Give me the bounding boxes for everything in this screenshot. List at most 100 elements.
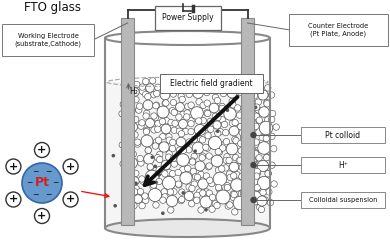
- Circle shape: [200, 196, 212, 208]
- Circle shape: [176, 147, 183, 153]
- Circle shape: [232, 120, 238, 126]
- Circle shape: [207, 118, 214, 124]
- Circle shape: [128, 98, 135, 105]
- Circle shape: [145, 119, 154, 127]
- Text: Pt colloid: Pt colloid: [325, 130, 361, 139]
- Circle shape: [236, 84, 243, 91]
- Text: Counter Electrode
(Pt Plate, Anode): Counter Electrode (Pt Plate, Anode): [308, 23, 368, 37]
- Circle shape: [171, 161, 177, 167]
- Circle shape: [133, 170, 139, 177]
- Circle shape: [176, 137, 186, 147]
- Circle shape: [259, 107, 269, 117]
- Circle shape: [258, 121, 264, 128]
- Circle shape: [34, 209, 50, 224]
- Circle shape: [179, 196, 185, 203]
- FancyBboxPatch shape: [301, 127, 385, 143]
- Circle shape: [198, 179, 208, 189]
- Circle shape: [216, 149, 223, 155]
- Bar: [241, 18, 254, 225]
- Circle shape: [123, 120, 129, 126]
- Circle shape: [176, 128, 183, 134]
- Circle shape: [254, 141, 261, 148]
- Circle shape: [234, 105, 241, 111]
- Circle shape: [186, 139, 192, 145]
- Text: Pt: Pt: [34, 176, 50, 189]
- Circle shape: [217, 128, 223, 135]
- Circle shape: [200, 190, 206, 196]
- Circle shape: [188, 128, 194, 135]
- Circle shape: [252, 150, 259, 156]
- Circle shape: [230, 194, 237, 201]
- Circle shape: [209, 103, 219, 113]
- Circle shape: [195, 118, 202, 124]
- Circle shape: [34, 142, 50, 157]
- Circle shape: [126, 93, 132, 100]
- Circle shape: [145, 170, 159, 184]
- Circle shape: [209, 82, 221, 94]
- Circle shape: [161, 160, 171, 170]
- Circle shape: [207, 177, 213, 184]
- Circle shape: [168, 119, 174, 126]
- Circle shape: [146, 84, 154, 92]
- Circle shape: [251, 93, 258, 99]
- Circle shape: [240, 135, 247, 141]
- Circle shape: [200, 102, 206, 108]
- Circle shape: [131, 177, 139, 185]
- Circle shape: [162, 100, 168, 107]
- Circle shape: [214, 97, 221, 104]
- Circle shape: [212, 201, 218, 207]
- Circle shape: [205, 132, 211, 139]
- Circle shape: [168, 207, 174, 213]
- Circle shape: [176, 103, 184, 111]
- FancyBboxPatch shape: [154, 6, 220, 30]
- Circle shape: [156, 178, 162, 185]
- Circle shape: [211, 155, 223, 167]
- Circle shape: [142, 193, 148, 199]
- Circle shape: [238, 123, 244, 130]
- Circle shape: [172, 120, 178, 126]
- Circle shape: [151, 182, 157, 188]
- Text: −: −: [45, 167, 52, 176]
- Circle shape: [224, 184, 230, 191]
- Circle shape: [244, 208, 250, 214]
- Text: +: +: [66, 162, 75, 171]
- Text: FTO glass: FTO glass: [23, 1, 80, 15]
- Circle shape: [145, 147, 151, 154]
- Circle shape: [160, 90, 170, 100]
- Circle shape: [205, 164, 212, 170]
- Circle shape: [137, 155, 144, 162]
- Circle shape: [250, 197, 257, 203]
- Text: +: +: [66, 195, 75, 204]
- Circle shape: [179, 189, 185, 195]
- Circle shape: [166, 169, 172, 176]
- Circle shape: [229, 120, 236, 126]
- Circle shape: [179, 96, 186, 103]
- Circle shape: [221, 85, 227, 91]
- Circle shape: [132, 132, 138, 138]
- Circle shape: [243, 168, 250, 175]
- Circle shape: [242, 148, 248, 154]
- Circle shape: [253, 123, 259, 130]
- Circle shape: [223, 165, 229, 171]
- Circle shape: [247, 174, 259, 186]
- Circle shape: [113, 204, 117, 208]
- Circle shape: [180, 147, 186, 154]
- Circle shape: [188, 121, 194, 127]
- Circle shape: [163, 100, 169, 106]
- Text: −: −: [52, 179, 58, 187]
- Circle shape: [137, 188, 144, 195]
- Circle shape: [257, 204, 263, 211]
- Circle shape: [246, 77, 252, 84]
- Circle shape: [194, 192, 200, 199]
- Circle shape: [127, 157, 137, 169]
- Circle shape: [180, 172, 192, 184]
- Circle shape: [256, 155, 262, 161]
- Circle shape: [142, 91, 149, 98]
- Circle shape: [251, 198, 256, 202]
- Circle shape: [231, 179, 243, 191]
- Circle shape: [204, 89, 210, 96]
- Circle shape: [189, 159, 196, 165]
- Circle shape: [183, 128, 189, 135]
- Circle shape: [255, 107, 261, 113]
- Circle shape: [163, 118, 170, 124]
